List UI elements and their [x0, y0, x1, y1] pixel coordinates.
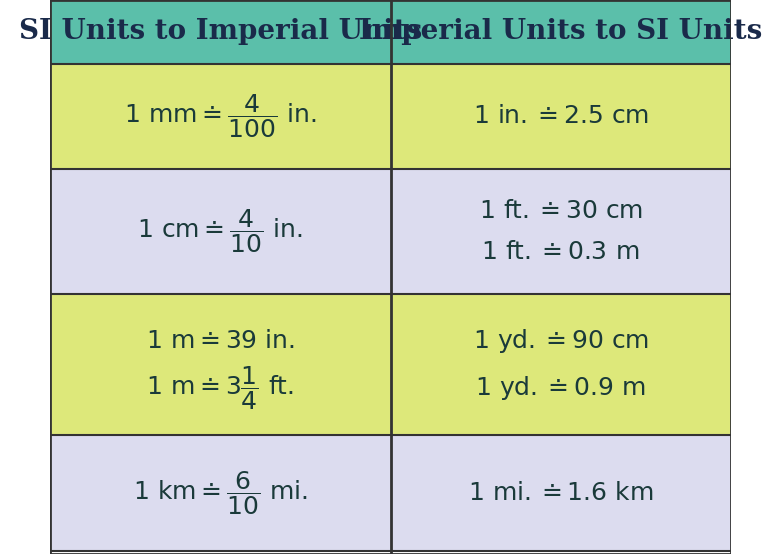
Text: $1 \mathrm{\ in.} \doteq 2.5 \mathrm{\ cm}$: $1 \mathrm{\ in.} \doteq 2.5 \mathrm{\ c… — [473, 104, 649, 129]
Text: $1 \mathrm{\ km} \doteq \dfrac{6}{10} \mathrm{\ mi.}$: $1 \mathrm{\ km} \doteq \dfrac{6}{10} \m… — [133, 469, 308, 517]
Text: $1 \mathrm{\ yd.} \doteq 0.9 \mathrm{\ m}$: $1 \mathrm{\ yd.} \doteq 0.9 \mathrm{\ m… — [476, 374, 646, 402]
Text: $1 \mathrm{\ ft.} \doteq 0.3 \mathrm{\ m}$: $1 \mathrm{\ ft.} \doteq 0.3 \mathrm{\ m… — [481, 240, 640, 264]
FancyBboxPatch shape — [50, 435, 390, 551]
Text: $1 \mathrm{\ mm} \doteq \dfrac{4}{100} \mathrm{\ in.}$: $1 \mathrm{\ mm} \doteq \dfrac{4}{100} \… — [124, 93, 316, 140]
FancyBboxPatch shape — [50, 169, 390, 294]
FancyBboxPatch shape — [50, 0, 390, 64]
FancyBboxPatch shape — [390, 64, 731, 169]
Text: $1 \mathrm{\ ft.} \doteq 30 \mathrm{\ cm}$: $1 \mathrm{\ ft.} \doteq 30 \mathrm{\ cm… — [479, 198, 643, 223]
FancyBboxPatch shape — [50, 64, 390, 169]
Text: SI Units to Imperial Units: SI Units to Imperial Units — [19, 18, 422, 45]
Text: $1 \mathrm{\ m} \doteq 39 \mathrm{\ in.}$: $1 \mathrm{\ m} \doteq 39 \mathrm{\ in.}… — [146, 329, 295, 353]
Text: Imperial Units to SI Units: Imperial Units to SI Units — [359, 18, 762, 45]
Text: $1 \mathrm{\ mi.} \doteq 1.6 \mathrm{\ km}$: $1 \mathrm{\ mi.} \doteq 1.6 \mathrm{\ k… — [468, 481, 654, 505]
Text: $1 \mathrm{\ yd.} \doteq 90 \mathrm{\ cm}$: $1 \mathrm{\ yd.} \doteq 90 \mathrm{\ cm… — [473, 327, 649, 355]
FancyBboxPatch shape — [390, 435, 731, 551]
FancyBboxPatch shape — [390, 294, 731, 435]
FancyBboxPatch shape — [50, 294, 390, 435]
Text: $1 \mathrm{\ cm} \doteq \dfrac{4}{10} \mathrm{\ in.}$: $1 \mathrm{\ cm} \doteq \dfrac{4}{10} \m… — [137, 207, 303, 255]
FancyBboxPatch shape — [390, 169, 731, 294]
Text: $1 \mathrm{\ m} \doteq 3\dfrac{1}{4} \mathrm{\ ft.}$: $1 \mathrm{\ m} \doteq 3\dfrac{1}{4} \ma… — [146, 364, 294, 412]
FancyBboxPatch shape — [390, 0, 731, 64]
